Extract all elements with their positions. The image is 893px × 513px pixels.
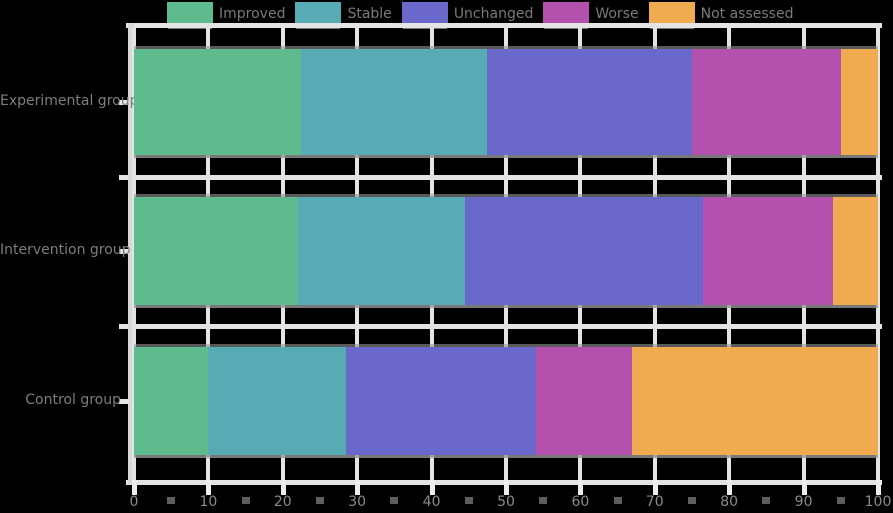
x-axis-tick: [355, 480, 361, 495]
legend-item-label: Stable: [347, 6, 392, 22]
y-axis-tick: [119, 249, 129, 254]
bar-row: [134, 49, 878, 155]
x-tick-label: 10: [199, 494, 218, 510]
x-minor-tick: [241, 497, 250, 504]
x-tick-label: 0: [129, 494, 139, 510]
x-minor-tick: [167, 497, 176, 504]
bar-segment-stable: [297, 197, 466, 305]
y-axis-spine: [128, 23, 134, 485]
bar-segment-improved: [134, 49, 302, 155]
x-tick-label: 20: [273, 494, 292, 510]
y-axis-tick: [119, 100, 129, 105]
x-minor-tick: [613, 497, 622, 504]
x-minor-tick: [836, 497, 845, 504]
x-axis-tick: [504, 480, 509, 495]
bar-segment-worse: [703, 197, 834, 305]
chart-legend: Improved Stable Unchanged Worse Not assessed: [167, 2, 793, 26]
legend-item: Unchanged: [401, 2, 534, 26]
x-axis-tick: [876, 480, 881, 495]
x-axis-tick: [280, 480, 286, 495]
bar-segment-worse: [535, 347, 633, 455]
legend-swatch-icon: [401, 2, 448, 26]
bar-row: [134, 197, 878, 305]
x-tick-label: 40: [422, 494, 441, 510]
legend-swatch-icon: [295, 2, 342, 26]
x-tick-label: 70: [645, 494, 664, 510]
bar-segment-worse: [691, 49, 841, 155]
x-tick-label: 80: [720, 494, 739, 510]
legend-swatch-icon: [543, 2, 590, 26]
bar-segment-not-assessed: [632, 347, 878, 455]
bar-segment-stable: [301, 49, 488, 155]
x-axis-tick: [652, 480, 658, 495]
bar-segment-unchanged: [346, 347, 536, 455]
bar-segment-not-assessed: [840, 49, 878, 155]
x-axis-tick: [206, 480, 212, 495]
bar-segment-improved: [134, 197, 298, 305]
x-minor-tick: [316, 497, 324, 504]
x-tick-label: 50: [497, 494, 515, 510]
x-axis-tick: [727, 480, 733, 495]
legend-item-label: Improved: [219, 6, 286, 22]
legend-item: Worse: [543, 2, 639, 26]
x-axis-tick: [578, 480, 584, 495]
y-category-label: Intervention group: [0, 242, 131, 258]
legend-swatch-icon: [167, 2, 213, 26]
legend-item: Not assessed: [648, 2, 794, 26]
bar-segment-not-assessed: [833, 197, 878, 305]
x-axis-tick: [801, 480, 807, 495]
x-tick-label: 100: [864, 494, 892, 510]
legend-item-label: Unchanged: [453, 6, 534, 22]
legend-item: Improved: [167, 2, 285, 26]
bar-row: [134, 347, 878, 455]
legend-swatch-icon: [648, 2, 695, 26]
bar-segment-improved: [134, 347, 209, 455]
bar-segment-unchanged: [487, 49, 692, 155]
category-divider-line: [119, 324, 882, 329]
x-minor-tick: [464, 497, 473, 504]
x-tick-label: 60: [571, 494, 590, 510]
x-axis-tick: [429, 480, 435, 495]
y-category-label: Control group: [25, 392, 121, 408]
x-axis-tick: [132, 480, 137, 495]
x-minor-tick: [539, 497, 548, 504]
x-minor-tick: [688, 497, 696, 504]
y-category-label: Experimental group: [0, 93, 139, 109]
x-tick-label: 30: [348, 494, 367, 510]
x-gridline: [876, 27, 880, 480]
plot-frame-top: [126, 23, 882, 28]
bar-segment-stable: [208, 347, 347, 455]
y-axis-tick: [119, 399, 129, 404]
legend-item: Stable: [295, 2, 392, 26]
bar-segment-unchanged: [465, 197, 704, 305]
legend-item-label: Worse: [595, 6, 639, 22]
category-divider-line: [119, 175, 882, 180]
legend-item-label: Not assessed: [700, 6, 794, 22]
x-minor-tick: [762, 497, 771, 504]
x-tick-label: 90: [794, 494, 813, 510]
x-minor-tick: [390, 497, 399, 504]
